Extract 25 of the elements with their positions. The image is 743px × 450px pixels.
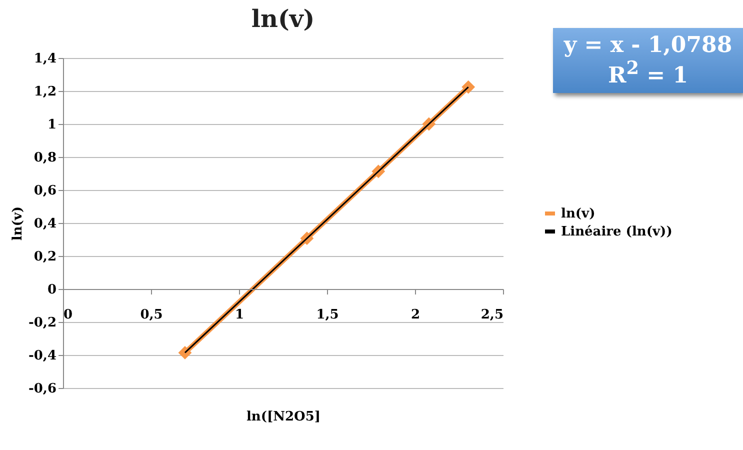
y-tick-label: -0,4 [28,348,56,364]
point [462,80,476,94]
chart-title: ln(v) [251,4,315,33]
equation-box: y = x - 1,0788 R$^{2}$ = 1 [553,28,743,94]
y-tick-label: 0,8 [34,150,56,166]
y-tick-label: 0 [47,282,56,298]
x-tick-label: 2,5 [480,308,504,322]
x-tick-label: 2 [410,308,420,322]
x-tick-label: 0,5 [140,308,163,322]
x-tick-label: 1,5 [316,308,339,322]
y-tick-label: -0,6 [28,382,56,396]
y-tick-label: 0,2 [34,250,56,264]
point [178,346,192,360]
y-tick-label: 0,6 [34,184,56,198]
y-axis-title: ln(v) [10,206,26,241]
y-tick-label: 1,4 [34,52,56,66]
y-tick-label: 1,2 [34,84,56,100]
y-tick-label: 0,4 [34,216,56,232]
x-tick-label: 0 [64,308,73,322]
x-axis-title: ln([N2O5] [246,410,321,424]
x-tick-label: 1 [234,308,244,322]
legend-label: Linéaire (ln(v)) [561,224,672,240]
legend-label: ln(v) [561,206,596,222]
y-tick-label: 1 [47,118,56,132]
y-tick-label: -0,2 [28,316,56,330]
